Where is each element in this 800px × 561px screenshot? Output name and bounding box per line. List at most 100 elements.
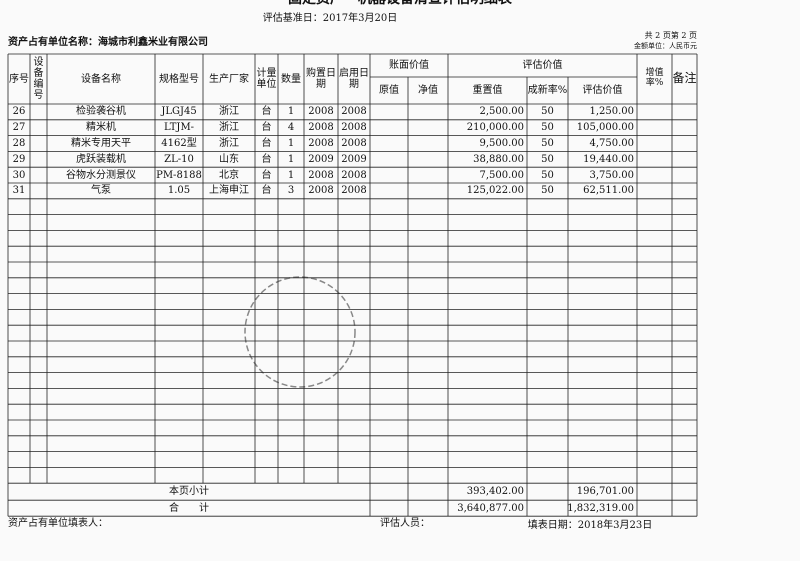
column-header: 启用日期: [339, 68, 369, 90]
cell: 27: [12, 122, 26, 134]
column-header: 备注: [672, 71, 697, 86]
cell: 30: [12, 169, 26, 181]
cell: 2008: [308, 185, 334, 197]
cell: 1.05: [167, 185, 191, 197]
column-header: 规格型号: [159, 73, 199, 85]
cell: 2,500.00: [479, 106, 524, 118]
cell: 19,440.00: [583, 153, 634, 165]
summary-value: 3,640,877.00: [457, 502, 524, 514]
page-number: 共 2 页第 2 页: [644, 30, 697, 40]
sub-header: 原值: [379, 85, 399, 96]
cell: 气泵: [91, 185, 111, 197]
cell: 台: [261, 153, 272, 165]
column-header: 增值率%: [645, 68, 664, 88]
column-header: 序号: [9, 73, 29, 85]
cell: 3: [287, 185, 295, 197]
sub-header: 评估价值: [582, 85, 623, 96]
title: 固定资产—机器设备清查评估明细表: [200, 0, 600, 8]
fill-date: 填表日期：2018年3月23日: [527, 519, 653, 531]
cell: 2008: [341, 106, 367, 118]
base-date: 评估基准日：2017年3月20日: [262, 12, 398, 24]
cell: 26: [12, 106, 26, 118]
cell: 2008: [341, 137, 367, 149]
cell: 北京: [219, 169, 239, 181]
group-header: 账面价值: [389, 60, 429, 71]
unit-name: 资产占有单位名称：海城市利鑫米业有限公司: [8, 36, 208, 48]
cell: 50: [541, 169, 554, 181]
cell: 1,250.00: [589, 106, 634, 118]
cell: 50: [541, 153, 554, 165]
cell: 精米专用天平: [71, 137, 131, 149]
cell: 1: [287, 169, 295, 181]
cell: 谷物水分测景仪: [66, 169, 136, 181]
cell: PM-8188: [156, 169, 202, 181]
cell: LTJM-: [163, 122, 195, 134]
stamp: [244, 276, 356, 388]
cell: 2008: [308, 106, 334, 118]
cell: 50: [541, 106, 554, 118]
cell: 1: [287, 106, 295, 118]
cell: 2008: [341, 169, 367, 181]
column-header: 购置日期: [306, 68, 336, 90]
cell: 31: [12, 185, 26, 197]
cell: 2008: [341, 185, 367, 197]
cell: 50: [541, 122, 554, 134]
sub-header: 重置值: [472, 85, 503, 96]
cell: 浙江: [219, 122, 239, 134]
cell: 29: [12, 153, 26, 165]
cell: ZL-10: [164, 153, 194, 165]
cell: 2008: [308, 122, 334, 134]
cell: 2008: [308, 169, 334, 181]
summary-value: 393,402.00: [466, 486, 524, 498]
summary-label: 合 计: [169, 502, 209, 514]
cell: JLGJ45: [161, 106, 197, 118]
cell: 浙江: [219, 137, 239, 149]
cell: 125,022.00: [466, 185, 524, 197]
cell: 检验袭谷机: [76, 106, 126, 118]
cell: 2008: [341, 122, 367, 134]
cell: 2009: [308, 153, 334, 165]
group-header: 评估价值: [522, 60, 563, 71]
column-header: 数量: [281, 73, 301, 85]
cell: 9,500.00: [479, 137, 524, 149]
cell: 28: [12, 137, 26, 149]
summary-value: 1,832,319.00: [567, 502, 634, 514]
cell: 2009: [341, 153, 367, 165]
cell: 62,511.00: [583, 185, 634, 197]
cell: 上海申江: [209, 185, 249, 197]
sub-header: 净值: [418, 85, 438, 96]
cell: 2008: [308, 137, 334, 149]
cell: 1: [287, 153, 295, 165]
cell: 虎跃装载机: [76, 153, 126, 165]
column-header: 计量单位: [256, 68, 277, 90]
filler: 资产占有单位填表人：: [8, 517, 108, 529]
cell: 210,000.00: [466, 122, 524, 134]
cell: 台: [261, 169, 272, 181]
cell: 50: [541, 185, 554, 197]
cell: 台: [261, 106, 272, 118]
cell: 台: [261, 185, 272, 197]
column-header: 设备编号: [33, 57, 44, 101]
summary-label: 本页小计: [169, 486, 209, 498]
cell: 精米机: [86, 122, 116, 134]
cell: 38,880.00: [473, 153, 524, 165]
cell: 1: [287, 137, 295, 149]
cell: 105,000.00: [576, 122, 634, 134]
column-header: 生产厂家: [209, 73, 249, 85]
cell: 山东: [219, 153, 239, 165]
cell: 50: [541, 137, 554, 149]
column-header: 设备名称: [81, 73, 121, 85]
cell: 台: [261, 122, 272, 134]
cell: 4162型: [161, 137, 197, 149]
cell: 3,750.00: [589, 169, 634, 181]
appraiser: 评估人员：: [380, 517, 430, 529]
cell: 7,500.00: [479, 169, 524, 181]
cell: 浙江: [219, 106, 239, 118]
cell: 4,750.00: [589, 137, 634, 149]
cell: 台: [261, 137, 272, 149]
summary-value: 196,701.00: [576, 486, 634, 498]
cell: 4: [287, 122, 295, 134]
currency: 金额单位：人民币元: [634, 42, 697, 51]
